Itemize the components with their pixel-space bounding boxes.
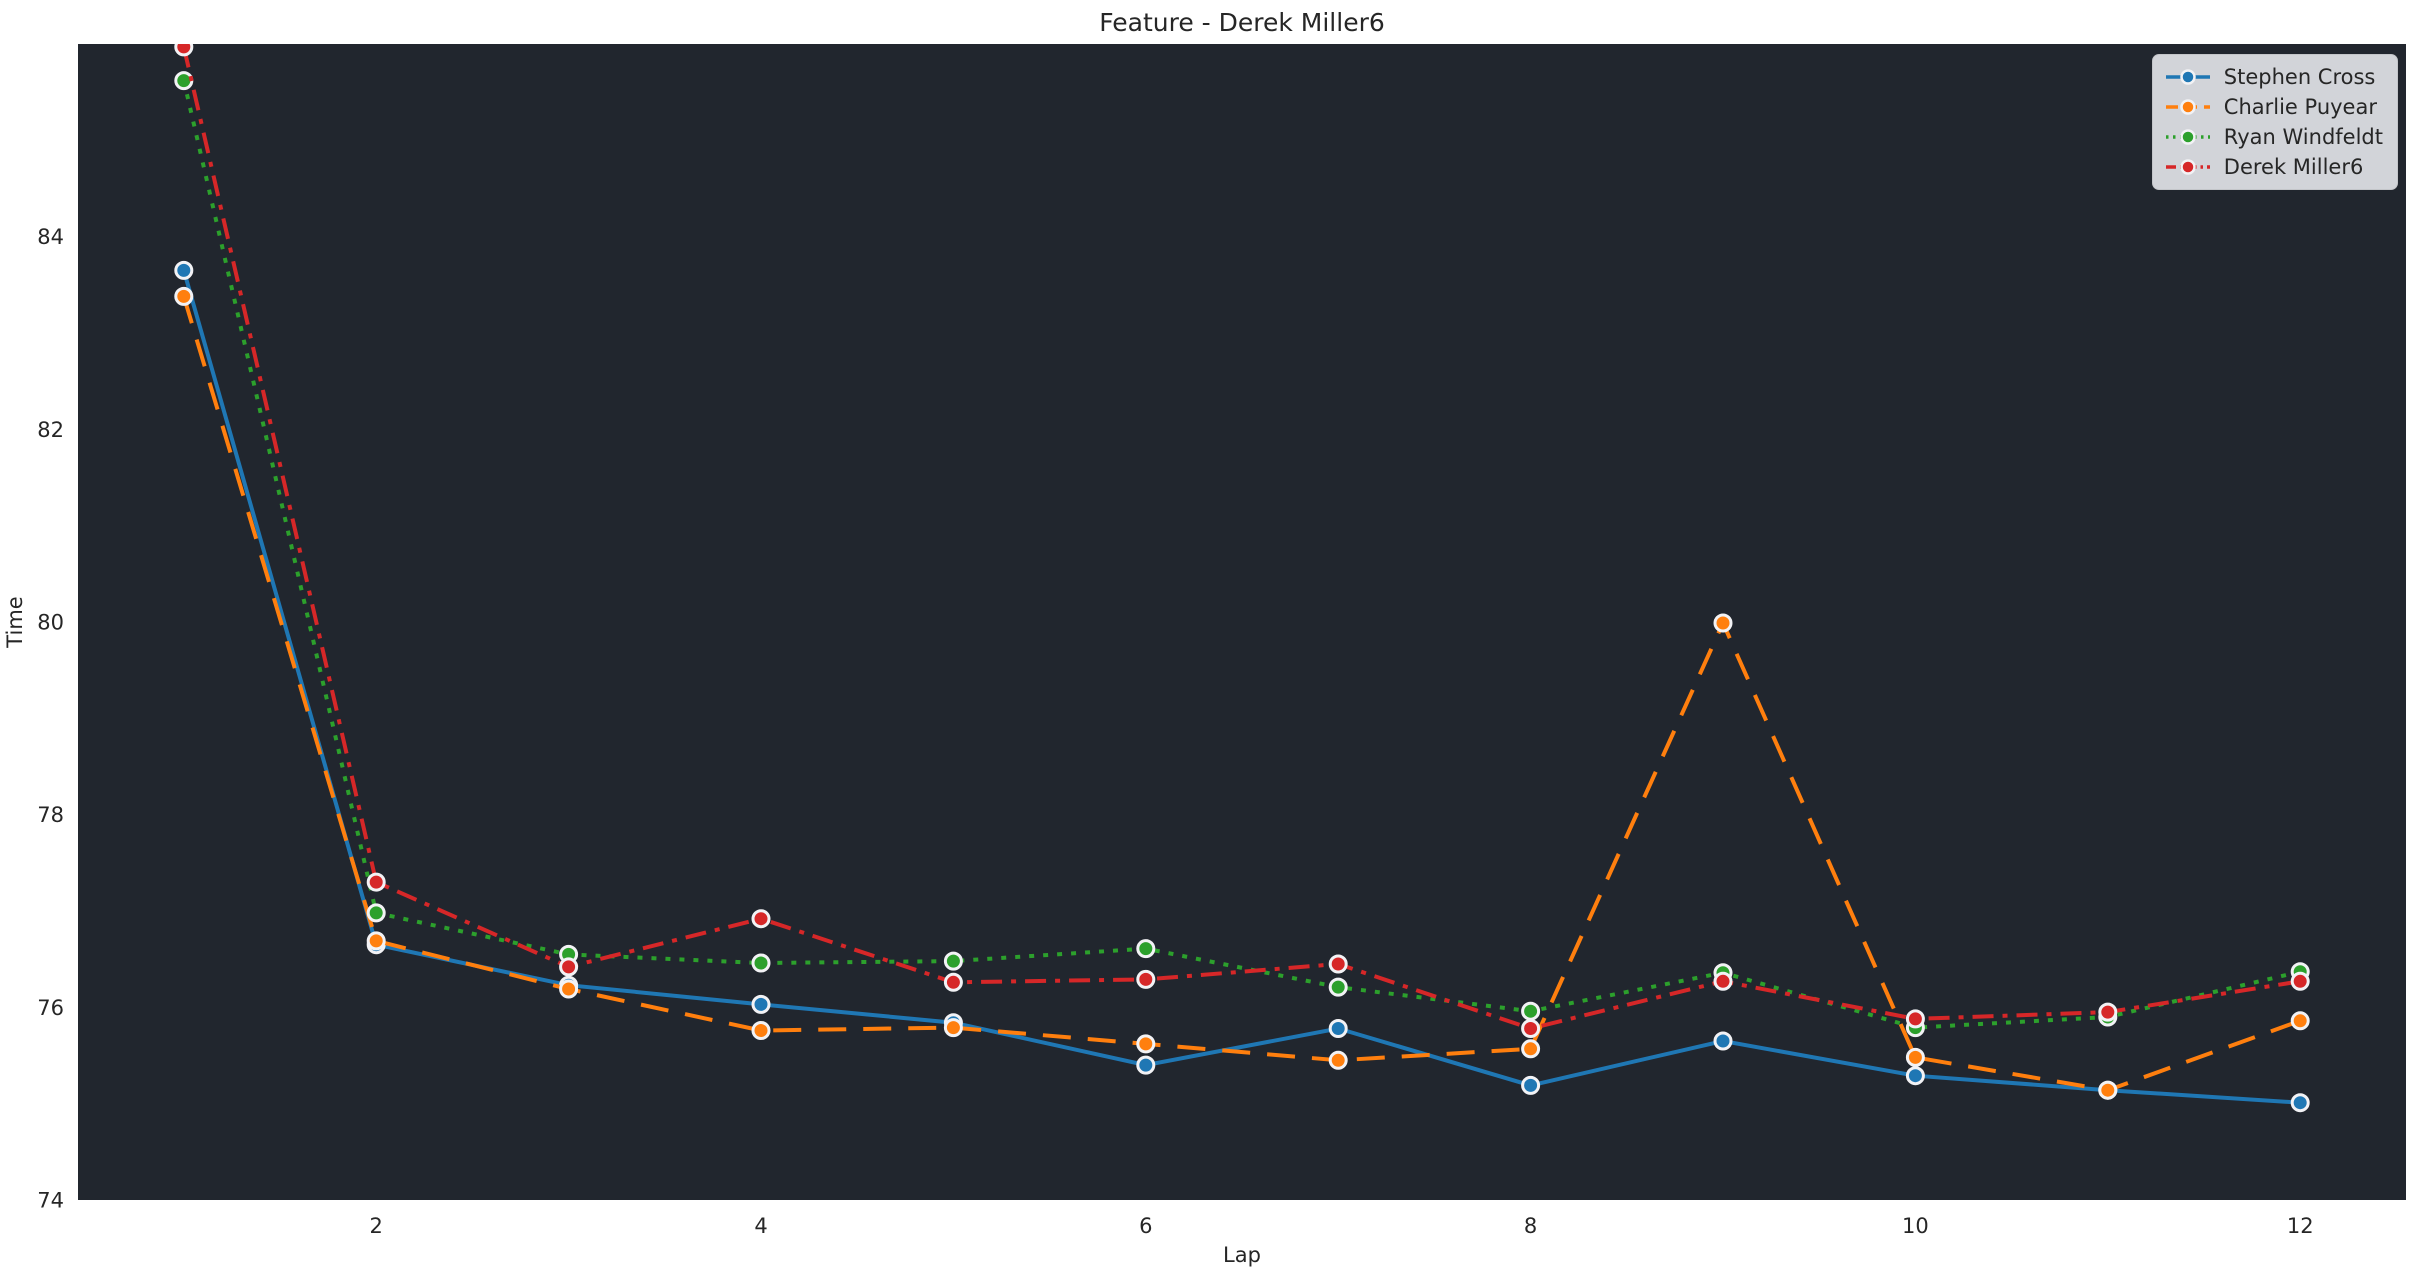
y-tick-label: 78 [37,803,64,827]
y-tick-label: 82 [37,418,64,442]
data-point-charlie-puyear [1136,1034,1156,1054]
legend-label: Derek Miller6 [2223,155,2364,179]
y-tick-label: 80 [37,611,64,635]
data-point-ryan-windfeldt [1521,1001,1541,1021]
x-tick-label: 12 [2287,1214,2314,1238]
data-point-derek-miller6 [943,972,963,992]
data-point-derek-miller6 [751,909,771,929]
y-tick-label: 76 [37,996,64,1020]
series-line-stephen-cross [181,269,2301,1105]
data-point-stephen-cross [2290,1093,2310,1113]
legend-label: Stephen Cross [2223,65,2376,89]
data-point-stephen-cross [751,994,771,1014]
data-point-derek-miller6 [1521,1019,1541,1038]
data-point-stephen-cross [1713,1031,1733,1051]
y-axis-label: Time [3,596,27,648]
x-axis-label: Lap [1223,1243,1261,1267]
data-point-ryan-windfeldt [751,953,771,973]
data-point-charlie-puyear [174,286,194,306]
legend-item: Stephen Cross [2165,64,2383,90]
legend-line-sample [2165,99,2210,115]
legend-label: Charlie Puyear [2223,95,2377,119]
data-point-ryan-windfeldt [943,951,963,971]
x-tick-label: 10 [1902,1214,1929,1238]
data-point-derek-miller6 [559,957,579,977]
y-tick-label: 84 [37,225,64,249]
data-point-charlie-puyear [1905,1047,1925,1067]
data-point-charlie-puyear [943,1018,963,1038]
series-layer [174,44,2310,1113]
data-point-stephen-cross [174,260,194,280]
data-point-derek-miller6 [2098,1002,2118,1022]
data-point-ryan-windfeldt [1136,939,1156,959]
x-tick-label: 2 [370,1214,383,1238]
data-point-stephen-cross [1136,1055,1156,1075]
data-point-derek-miller6 [174,44,194,57]
series-line-ryan-windfeldt [181,80,2301,1030]
data-point-ryan-windfeldt [174,71,194,91]
data-point-derek-miller6 [366,872,386,892]
x-tick-label: 8 [1524,1214,1537,1238]
data-point-charlie-puyear [1328,1050,1348,1070]
series-line-charlie-puyear [181,295,2301,1093]
data-point-ryan-windfeldt [1328,977,1348,997]
legend-line-sample [2165,129,2210,145]
data-point-ryan-windfeldt [366,903,386,923]
data-point-charlie-puyear [1713,613,1733,633]
chart-title: Feature - Derek Miller6 [1099,8,1385,37]
data-point-derek-miller6 [1136,969,1156,989]
legend-item: Charlie Puyear [2165,94,2383,120]
legend-label: Ryan Windfeldt [2223,125,2383,149]
data-point-charlie-puyear [2098,1080,2118,1100]
legend-line-sample [2165,159,2210,175]
data-point-charlie-puyear [1521,1039,1541,1059]
data-point-charlie-puyear [559,979,579,999]
x-tick-label: 4 [754,1214,767,1238]
data-point-stephen-cross [1521,1075,1541,1095]
data-point-derek-miller6 [1905,1009,1925,1029]
data-point-charlie-puyear [751,1021,771,1040]
legend-line-sample [2165,69,2210,85]
data-point-charlie-puyear [366,931,386,951]
data-point-charlie-puyear [2290,1011,2310,1031]
x-tick-label: 6 [1139,1214,1152,1238]
data-point-derek-miller6 [2290,971,2310,991]
data-point-stephen-cross [1905,1066,1925,1086]
y-tick-label: 74 [37,1189,64,1213]
series-line-derek-miller6 [181,46,2301,1031]
legend-item: Derek Miller6 [2165,154,2383,180]
data-point-derek-miller6 [1328,954,1348,974]
data-point-stephen-cross [1328,1019,1348,1038]
data-point-derek-miller6 [1713,971,1733,991]
legend: Stephen Cross Charlie Puyear Ryan Windfe… [2151,54,2398,190]
legend-item: Ryan Windfeldt [2165,124,2383,150]
plot-area [78,44,2406,1200]
